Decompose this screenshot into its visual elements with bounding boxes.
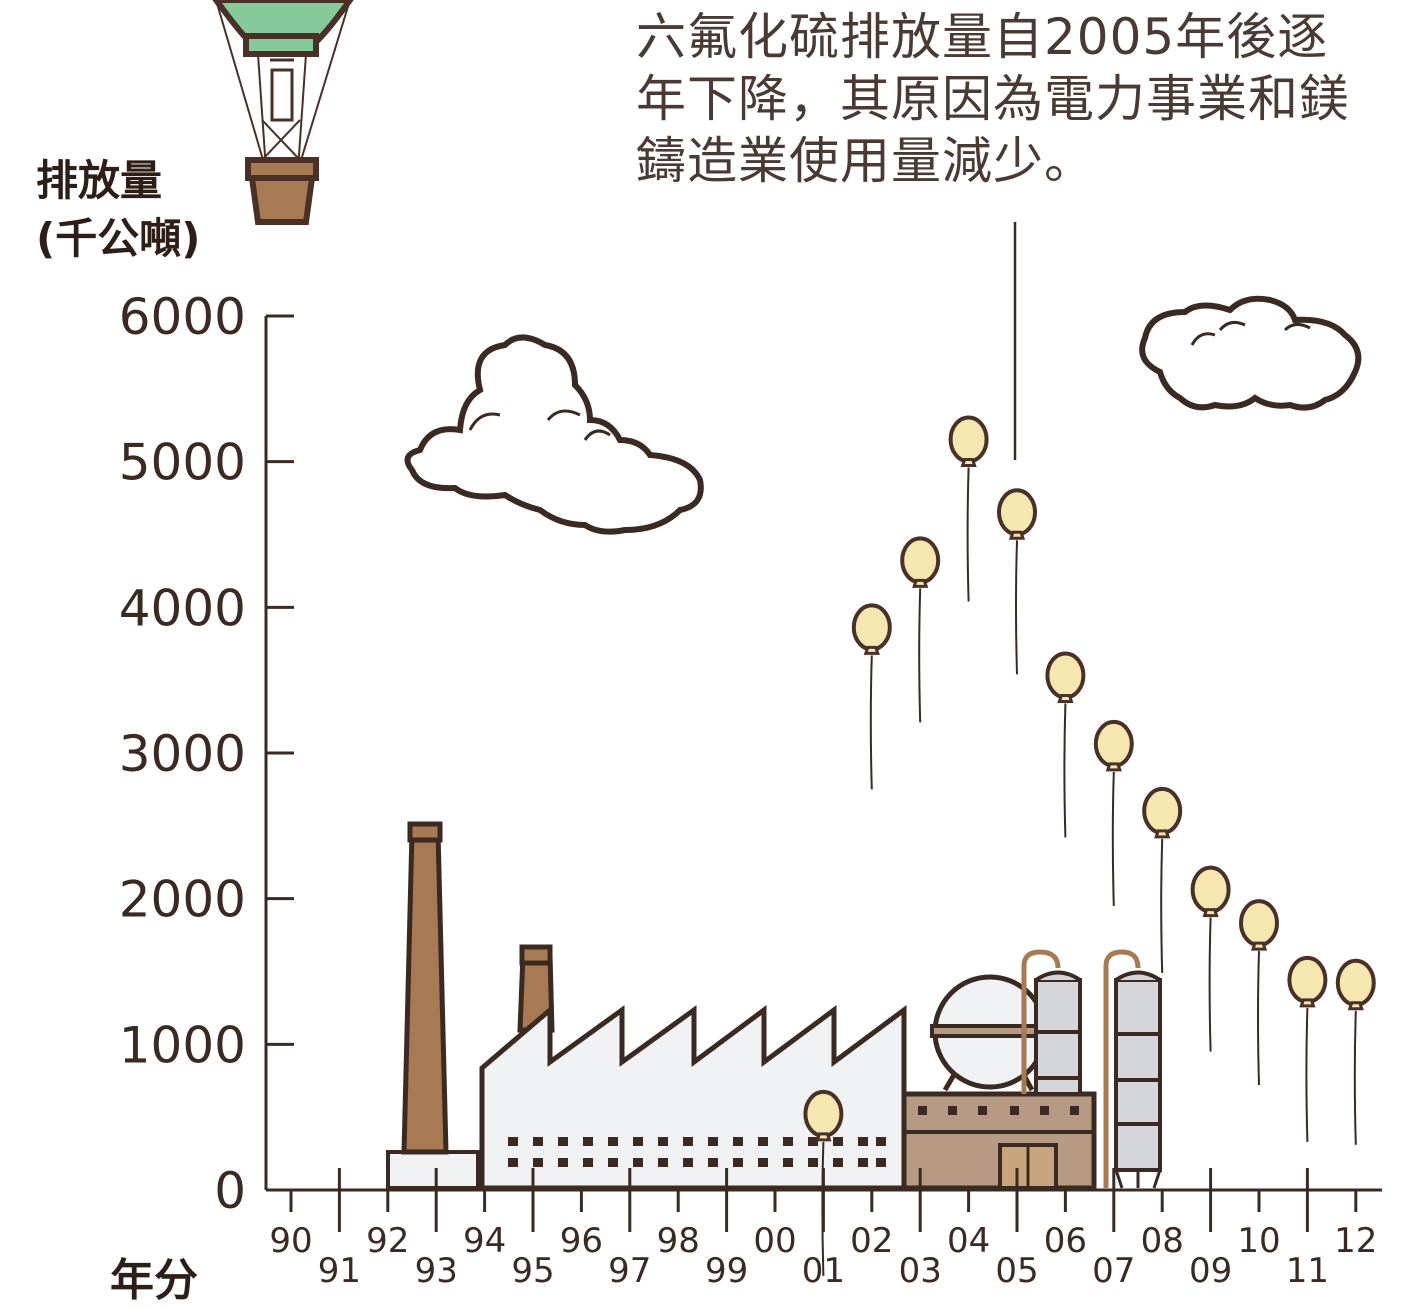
data-point-balloon: [1287, 955, 1328, 1142]
x-tick-label: 11: [1286, 1251, 1329, 1291]
balloon-string: [1305, 1007, 1309, 1142]
y-tick-label: 5000: [119, 434, 246, 492]
x-tick-label: 05: [995, 1251, 1038, 1291]
y-tick-label: 4000: [119, 579, 246, 637]
balloon-body: [1287, 955, 1328, 1004]
y-tick-label: 1000: [119, 1016, 246, 1074]
x-tick-label: 91: [318, 1251, 361, 1291]
balloon-knot: [1105, 762, 1122, 772]
balloon-string: [966, 467, 970, 602]
x-tick-label: 03: [899, 1251, 942, 1291]
balloon-body: [1335, 958, 1376, 1007]
x-tick-label: 09: [1189, 1251, 1232, 1291]
balloon-string: [918, 588, 922, 723]
balloon-string: [1015, 540, 1018, 675]
data-point-balloon: [900, 536, 941, 723]
y-axis-ticks: 0 1000 2000 3000 4000 5000 6000: [119, 288, 294, 1220]
balloon-knot: [1347, 1001, 1364, 1011]
annotation-text: 六氟化硫排放量自2005年後逐年下降，其原因為電力事業和鎂鑄造業使用量減少。: [636, 8, 1350, 190]
data-point-balloon: [997, 488, 1037, 675]
y-axis-title-line2: (千公噸): [36, 214, 201, 263]
balloon-knot: [1202, 908, 1219, 918]
x-tick-label: 95: [511, 1251, 554, 1291]
balloon-body: [1093, 719, 1134, 768]
balloon-knot: [1250, 941, 1268, 951]
balloon-string: [1257, 951, 1260, 1086]
cloud-right-illustration: [1139, 295, 1362, 411]
balloon-string: [1063, 703, 1067, 838]
x-tick-label: 10: [1237, 1221, 1280, 1261]
balloon-body: [1190, 865, 1231, 914]
data-points: [803, 415, 1376, 1276]
x-tick-label: 99: [705, 1251, 748, 1291]
data-point-balloon: [1190, 865, 1231, 1052]
x-tick-label: 92: [366, 1221, 409, 1261]
x-tick-label: 02: [850, 1221, 893, 1261]
x-axis-ticks: 9091929394959697989900010203040506070809…: [269, 1168, 1377, 1291]
data-point-balloon: [1239, 899, 1279, 1086]
balloon-body: [948, 415, 989, 464]
cloud-left-illustration: [404, 334, 704, 535]
data-point-balloon: [948, 415, 989, 602]
balloon-body: [1142, 786, 1183, 835]
balloon-knot: [1154, 829, 1171, 839]
hot-air-balloon-illustration: [212, 0, 354, 225]
factory-windows: [508, 1137, 886, 1167]
balloon-knot: [815, 1132, 832, 1142]
x-tick-label: 97: [608, 1251, 651, 1291]
y-tick-label: 3000: [119, 725, 246, 783]
balloon-string: [1353, 1010, 1357, 1145]
x-tick-label: 94: [463, 1221, 506, 1261]
x-axis-title: 年分: [110, 1255, 198, 1306]
balloon-body: [1045, 651, 1086, 700]
balloon-string: [1208, 917, 1212, 1052]
balloon-body: [1239, 899, 1279, 948]
balloon-knot: [1299, 998, 1316, 1008]
x-tick-label: 04: [947, 1221, 990, 1261]
data-point-balloon: [851, 603, 892, 790]
x-tick-label: 12: [1334, 1221, 1377, 1261]
x-tick-label: 06: [1044, 1221, 1087, 1261]
x-tick-label: 00: [753, 1221, 796, 1261]
factory-scene-illustration: [386, 821, 1162, 1191]
balloon-knot: [863, 645, 880, 655]
y-axis-title-line1: 排放量: [36, 156, 163, 205]
data-point-balloon: [1045, 651, 1086, 838]
data-point-balloon: [1142, 786, 1183, 973]
x-tick-label: 07: [1092, 1251, 1135, 1291]
x-tick-label: 93: [415, 1251, 458, 1291]
balloon-knot: [912, 578, 929, 588]
x-tick-label: 90: [269, 1221, 312, 1261]
balloon-body: [997, 488, 1037, 537]
x-tick-label: 96: [560, 1221, 603, 1261]
balloon-knot: [1008, 530, 1026, 540]
y-tick-label: 2000: [119, 871, 246, 929]
data-point-balloon: [803, 1089, 844, 1276]
x-tick-label: 08: [1141, 1221, 1184, 1261]
balloon-body: [851, 603, 892, 652]
balloon-string: [1160, 838, 1164, 973]
data-point-balloon: [1335, 958, 1376, 1145]
y-tick-label: 6000: [119, 288, 246, 346]
balloon-string: [821, 1141, 825, 1276]
x-tick-label: 98: [657, 1221, 700, 1261]
balloon-knot: [1057, 693, 1074, 703]
y-axis-title: 排放量 (千公噸): [36, 152, 200, 268]
balloon-string: [1111, 771, 1115, 906]
balloon-body: [900, 536, 941, 585]
y-tick-label: 0: [214, 1162, 246, 1220]
balloon-knot: [960, 457, 977, 467]
data-point-balloon: [1093, 719, 1134, 906]
balloon-string: [869, 655, 873, 790]
balloon-body: [803, 1089, 844, 1138]
